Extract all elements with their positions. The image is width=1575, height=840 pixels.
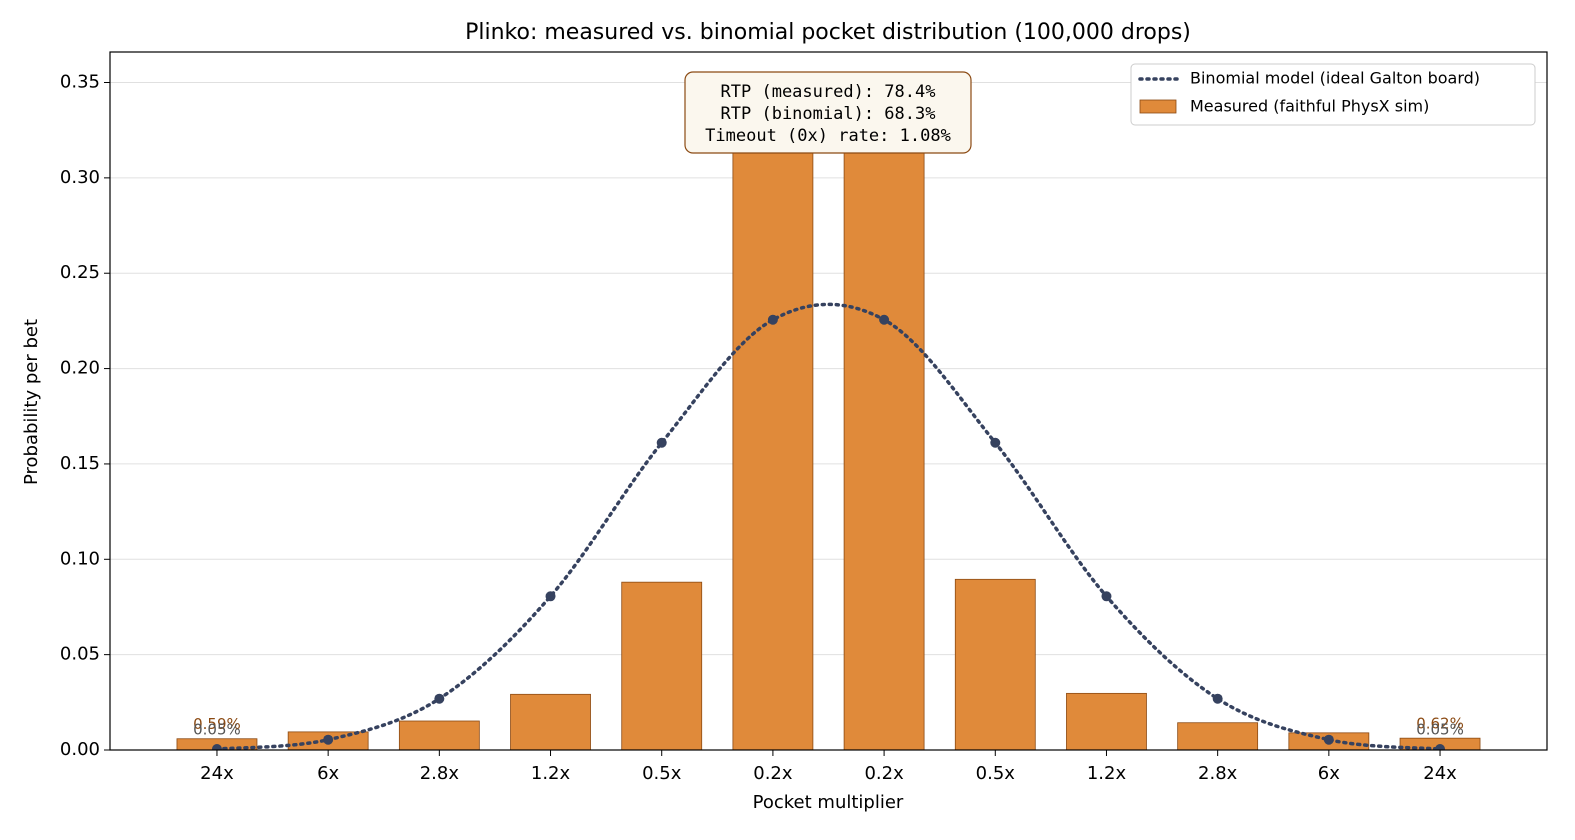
point (1435, 744, 1446, 750)
bar (398, 720, 480, 750)
point (656, 437, 667, 448)
chart-title: Plinko: measured vs. binomial pocket dis… (465, 20, 1191, 45)
y-tick-label: 0.00 (60, 739, 100, 760)
point (434, 693, 445, 704)
annotation-text: Timeout (0x) rate: 1.08% (705, 126, 951, 146)
legend-label: Binomial model (ideal Galton board) (1190, 69, 1480, 88)
bar (843, 89, 925, 750)
x-tick-label: 24x (200, 763, 234, 784)
y-tick-label: 0.10 (60, 548, 100, 569)
point (879, 314, 890, 325)
plot-area (176, 87, 1481, 750)
plot-frame (109, 51, 1548, 751)
x-tick-label: 1.2x (531, 763, 571, 784)
bar (954, 578, 1036, 750)
x-tick-label: 1.2x (1087, 763, 1127, 784)
x-axis-label: Pocket multiplier (753, 792, 904, 813)
y-tick-label: 0.20 (60, 358, 100, 379)
point (545, 591, 556, 602)
y-tick-label: 0.35 (60, 72, 100, 93)
legend-box (1130, 63, 1536, 126)
value-label: 0.05% (193, 721, 241, 739)
y-tick-label: 0.15 (60, 453, 100, 474)
point (767, 314, 778, 325)
legend-label: Measured (faithful PhysX sim) (1190, 97, 1429, 116)
x-tick-label: 2.8x (1198, 763, 1238, 784)
x-tick-label: 0.5x (642, 763, 682, 784)
annotation-text: RTP (binomial): 68.3% (721, 104, 936, 124)
x-tick-label: 6x (1318, 763, 1340, 784)
x-tick-label: 24x (1423, 763, 1457, 784)
point (990, 437, 1001, 448)
x-tick-label: 2.8x (420, 763, 460, 784)
point (1212, 693, 1223, 704)
x-tick-label: 6x (317, 763, 339, 784)
bar (1177, 722, 1259, 750)
annotation-box (684, 71, 972, 154)
line (215, 302, 1442, 750)
value-label: 0.05% (1416, 721, 1464, 739)
bar (621, 581, 703, 750)
annotation-text: RTP (measured): 78.4% (721, 82, 936, 102)
point (1101, 591, 1112, 602)
point (211, 744, 222, 750)
x-tick-label: 0.2x (753, 763, 793, 784)
bar (510, 693, 591, 750)
bar (732, 87, 814, 750)
y-tick-label: 0.30 (60, 167, 100, 188)
x-tick-label: 0.5x (976, 763, 1016, 784)
value-label: 0.62% (1416, 715, 1464, 733)
y-tick-label: 0.25 (60, 262, 100, 283)
y-tick-label: 0.05 (60, 644, 100, 665)
value-label: 0.59% (193, 715, 241, 733)
bar (1066, 692, 1147, 750)
point (1323, 734, 1334, 745)
y-axis-label: Probability per bet (21, 319, 42, 485)
x-tick-label: 0.2x (864, 763, 904, 784)
point (323, 734, 334, 745)
legend-swatch (1139, 99, 1177, 114)
